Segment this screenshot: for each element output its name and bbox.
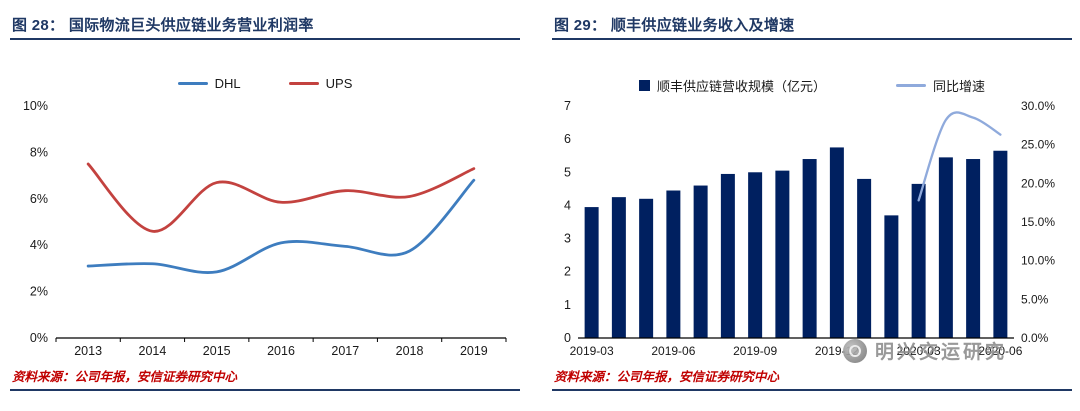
svg-text:20.0%: 20.0% [1021,176,1055,190]
svg-text:2: 2 [564,265,571,279]
revenue-bar [966,159,981,338]
revenue-bar [611,197,626,338]
legend-item-growth: 同比增速 [896,76,985,95]
figure-29-bottom-divider [552,389,1072,391]
svg-text:2020-06: 2020-06 [978,344,1022,358]
svg-text:4%: 4% [30,238,48,252]
svg-text:30.0%: 30.0% [1021,99,1055,113]
right-y-axis-labels: 0.0% 5.0% 10.0% 15.0% 20.0% 25.0% 30.0% [1021,99,1055,345]
revenue-bar [720,173,735,338]
revenue-bar [829,147,844,338]
svg-text:0%: 0% [30,331,48,345]
left-y-axis-labels: 0 1 2 3 4 5 6 7 [564,99,571,345]
svg-text:2016: 2016 [267,344,295,358]
ups-line-swatch [288,82,319,85]
figure-28-source: 资料来源：公司年报，安信证券研究中心 [12,370,238,384]
revenue-bar [857,178,872,338]
svg-text:2019-09: 2019-09 [733,344,777,358]
figure-28-title: 图 28： 国际物流巨头供应链业务营业利润率 [12,17,314,34]
watermark-text: 明兴交运研究 [875,342,1008,363]
revenue-bar [775,170,790,338]
figure-29-source: 资料来源：公司年报，安信证券研究中心 [554,370,780,384]
svg-text:7: 7 [564,99,571,113]
svg-text:2019: 2019 [460,344,488,358]
svg-text:10%: 10% [23,99,48,113]
growth-rate-line [917,111,1002,202]
revenue-bar-swatch [638,80,650,91]
svg-text:5.0%: 5.0% [1021,292,1049,306]
revenue-bar [938,157,953,338]
figure-28-chart-area: DHL UPS 0% 2% 4% 6% 8% 10% 2013 2014 2015 2016 201… [10,40,520,360]
svg-text:2015: 2015 [203,344,231,358]
svg-text:1: 1 [564,298,571,312]
svg-text:2014: 2014 [139,344,167,358]
svg-text:2018: 2018 [396,344,424,358]
y-axis-labels: 0% 2% 4% 6% 8% 10% [23,99,48,345]
ups-series-line [86,162,476,233]
figure-28-bottom-divider [10,389,520,391]
svg-text:6%: 6% [30,192,48,206]
svg-text:10.0%: 10.0% [1021,254,1055,268]
revenue-bar [993,150,1008,338]
legend-label-growth: 同比增速 [933,79,986,94]
svg-text:2017: 2017 [331,344,359,358]
legend-label-ups: UPS [325,76,353,91]
legend-item-dhl: DHL [177,76,241,91]
dhl-line-swatch [177,82,208,85]
watermark: 明兴交运研究 [843,337,1007,364]
dhl-series-line [86,178,476,274]
figure-29-legend: 顺丰供应链营收规模（亿元） 同比增速 [552,76,1072,95]
revenue-bar [639,198,654,338]
growth-line-swatch [896,84,926,87]
x-axis-labels: 2013 2014 2015 2016 2017 2018 2019 [74,344,488,358]
svg-text:2020-03: 2020-03 [897,344,941,358]
revenue-bars [584,147,1008,338]
figure-29-title: 图 29： 顺丰供应链业务收入及增速 [554,17,795,34]
legend-item-revenue: 顺丰供应链营收规模（亿元） [638,76,826,95]
svg-text:3: 3 [564,232,571,246]
legend-item-ups: UPS [288,76,353,91]
svg-text:0.0%: 0.0% [1021,331,1049,345]
svg-text:4: 4 [564,198,571,212]
legend-label-revenue: 顺丰供应链营收规模（亿元） [656,79,826,94]
figure-28-top-divider [10,38,520,40]
revenue-bar [802,159,817,338]
figure-29-top-divider [552,38,1072,40]
revenue-bar [748,172,763,338]
revenue-bar [584,207,599,338]
figure-29-combo-chart: 0 1 2 3 4 5 6 7 0.0% 5.0% 10.0% 15.0% 20.0% 25.0% 30.0… [564,99,1055,358]
revenue-bar [884,215,899,338]
svg-text:2019-06: 2019-06 [651,344,695,358]
revenue-bar [693,185,708,338]
revenue-bar [911,183,926,338]
svg-text:25.0%: 25.0% [1021,138,1055,152]
svg-text:2019-03: 2019-03 [570,344,614,358]
svg-text:2013: 2013 [74,344,102,358]
figure-28-panel: 图 28： 国际物流巨头供应链业务营业利润率 DHL UPS 0% 2% 4% 6% 8… [10,8,520,391]
revenue-bar [666,190,681,338]
x-axis-ticks [55,338,507,342]
figure-29-panel: 图 29： 顺丰供应链业务收入及增速 顺丰供应链营收规模（亿元） 同比增速 0 1… [552,8,1072,391]
figure-28-line-chart: 0%2%4%6%8%10%2013 2014 2015 2016 2017 2018 201… [23,99,507,358]
figure-29-chart-area: 顺丰供应链营收规模（亿元） 同比增速 0 1 2 3 4 5 6 7 0.0% 5.0% 10.0%… [552,40,1072,360]
svg-text:5: 5 [564,165,571,179]
legend-label-dhl: DHL [214,76,241,91]
watermark-logo-icon [843,338,867,363]
svg-text:2%: 2% [30,285,48,299]
figure-28-legend: DHL UPS [10,76,520,91]
svg-text:15.0%: 15.0% [1021,215,1055,229]
svg-text:0: 0 [564,331,571,345]
svg-text:6: 6 [564,132,571,146]
svg-text:8%: 8% [30,145,48,159]
